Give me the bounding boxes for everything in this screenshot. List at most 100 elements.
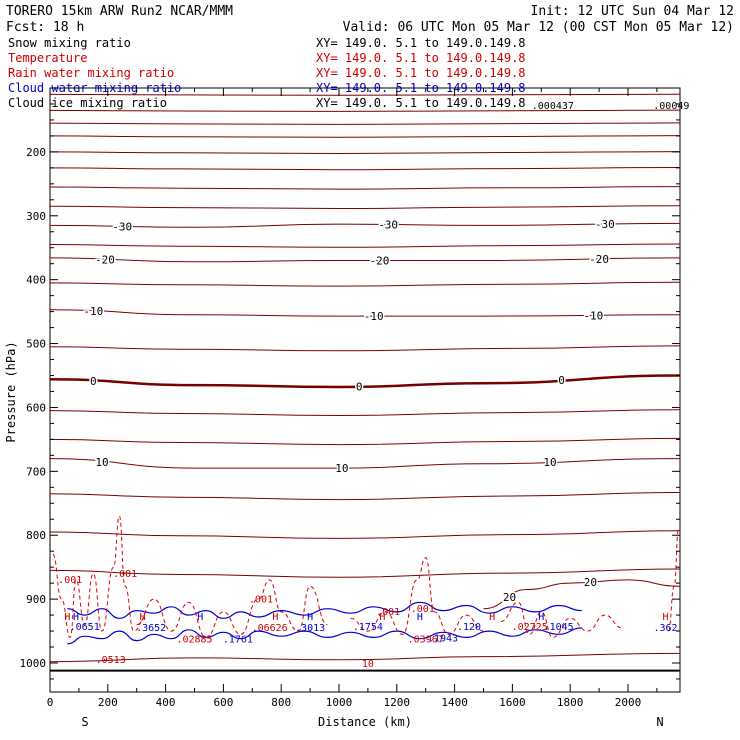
isotherm-line — [49, 345, 681, 352]
x-tick-label: 1400 — [441, 696, 468, 709]
isotherm-line — [49, 409, 681, 417]
rain-water-label: .001 — [249, 594, 273, 605]
plot-frame — [49, 87, 681, 693]
legend-xs-cloud-ice: XY= 149.0. 5.1 to 149.0.149.8 — [316, 96, 526, 110]
isotherm-line — [49, 205, 681, 210]
cloud-water-label: .1943 — [428, 633, 458, 644]
y-tick-label: 700 — [26, 465, 46, 478]
isotherm-line — [49, 167, 681, 171]
rain-water-contour — [350, 557, 484, 635]
high-marker: H — [538, 612, 544, 623]
forecast-hour: Fcst: 18 h — [6, 20, 84, 35]
legend-label-rain: Rain water mixing ratio — [8, 66, 174, 80]
y-tick-label: 500 — [26, 338, 46, 351]
rain-water-contour — [136, 579, 328, 638]
cloud-water-label: .3013 — [295, 623, 325, 634]
y-tick-label: 1000 — [20, 657, 47, 670]
rain-water-label: .001 — [376, 607, 400, 618]
init-time: Init: 12 UTC Sun 04 Mar 12 — [531, 4, 735, 19]
legend-xs-temperature: XY= 149.0. 5.1 to 149.0.149.8 — [316, 51, 526, 65]
rain-water-label: .001 — [58, 575, 82, 586]
y-tick-label: 300 — [26, 210, 46, 223]
x-tick-label: 800 — [271, 696, 291, 709]
rain-water-label: .02885 — [176, 635, 212, 646]
high-marker: H — [489, 612, 495, 623]
isotherm-line — [49, 122, 681, 125]
isotherm-line — [49, 374, 681, 389]
y-tick-label: 800 — [26, 529, 46, 542]
x-axis-south-label: S — [81, 715, 88, 729]
isotherm-label: -10 — [83, 305, 103, 318]
legend-xs-rain: XY= 149.0. 5.1 to 149.0.149.8 — [316, 66, 526, 80]
surface-line — [49, 652, 681, 672]
isotherm-line — [49, 243, 681, 248]
high-marker: H — [663, 612, 669, 623]
y-tick-label: 900 — [26, 593, 46, 606]
cloud-water-label: .0651 — [70, 622, 100, 633]
cloud-water-label: .3652 — [136, 623, 166, 634]
hydrometeor-contours — [52, 515, 680, 645]
rain-water-contour — [52, 515, 146, 638]
cloud-water-label: .1754 — [353, 622, 383, 633]
rain-water-label: .03967 — [408, 635, 444, 646]
isotherm-label: 0 — [90, 375, 97, 388]
isotherm-label: -30 — [595, 218, 615, 231]
isotherm-label: 10 — [335, 462, 348, 475]
x-tick-label: 400 — [156, 696, 176, 709]
isotherm-line — [49, 186, 681, 190]
isotherm-label: -30 — [378, 219, 398, 232]
isotherm-label: 0 — [558, 374, 565, 387]
rain-water-contour — [500, 601, 623, 638]
temperature-isotherms — [49, 93, 681, 610]
isotherm-line — [49, 309, 681, 317]
isotherm-label: -30 — [112, 220, 132, 233]
rain-water-label: .06626 — [252, 623, 288, 634]
rain-water-label: .001 — [411, 604, 435, 615]
isotherm-label: 0 — [356, 380, 363, 393]
rain-water-label: .0513 — [96, 655, 126, 666]
y-tick-label: 400 — [26, 274, 46, 287]
legend-label-cloud-ice: Cloud ice mixing ratio — [8, 96, 167, 110]
valid-time: Valid: 06 UTC Mon 05 Mar 12 (00 CST Mon … — [343, 20, 734, 35]
y-tick-label: 200 — [26, 146, 46, 159]
high-marker: H — [64, 612, 70, 623]
legend-label-temperature: Temperature — [8, 51, 87, 65]
y-tick-label: 600 — [26, 401, 46, 414]
isotherm-label: -10 — [364, 310, 384, 323]
cloud-water-label: .120 — [457, 622, 481, 633]
isotherm-label: 10 — [543, 456, 556, 469]
isotherm-label: 20 — [584, 576, 597, 589]
x-axis: 0 200 400 600 800 1000 1200 1400 1600 1800 2000 — [47, 88, 658, 709]
legend-label-snow: Snow mixing ratio — [8, 36, 131, 50]
isotherm-label: 20 — [503, 591, 516, 604]
y-axis-title: Pressure (hPa) — [4, 341, 18, 442]
isotherm-label: -20 — [95, 253, 115, 266]
high-marker: H — [272, 612, 278, 623]
isotherm-line — [483, 579, 681, 610]
x-tick-label: 600 — [213, 696, 233, 709]
model-title: TORERO 15km ARW Run2 NCAR/MMM — [6, 4, 233, 19]
x-tick-label: 200 — [98, 696, 118, 709]
high-marker: H — [73, 612, 79, 623]
cloud-water-contour — [67, 601, 582, 619]
isotherm-label: 10 — [95, 456, 108, 469]
x-tick-label: 1600 — [499, 696, 526, 709]
isotherm-label: -20 — [589, 253, 609, 266]
legend-xs-snow: XY= 149.0. 5.1 to 149.0.149.8 — [316, 36, 526, 50]
high-marker: H — [139, 612, 145, 623]
x-tick-label: 0 — [47, 696, 54, 709]
snow-label: .00049 — [653, 101, 689, 112]
isotherm-line — [49, 568, 681, 578]
x-tick-label: 2000 — [615, 696, 642, 709]
isotherm-line — [49, 492, 681, 501]
x-axis-title: Distance (km) — [318, 715, 412, 729]
isotherm-line — [49, 281, 681, 287]
cloud-water-label: .1761 — [223, 635, 253, 646]
rain-water-label: 10 — [362, 659, 374, 670]
isotherm-line — [49, 257, 681, 263]
cloud-water-label: .362 — [654, 623, 678, 634]
isotherm-line — [49, 135, 681, 138]
contour-labels: -30 -30 -30 -20 -20 -20 -10 -10 -10 0 0 0 10 10 10 20 20… — [58, 101, 689, 670]
cloud-water-label: .1045 — [544, 622, 574, 633]
